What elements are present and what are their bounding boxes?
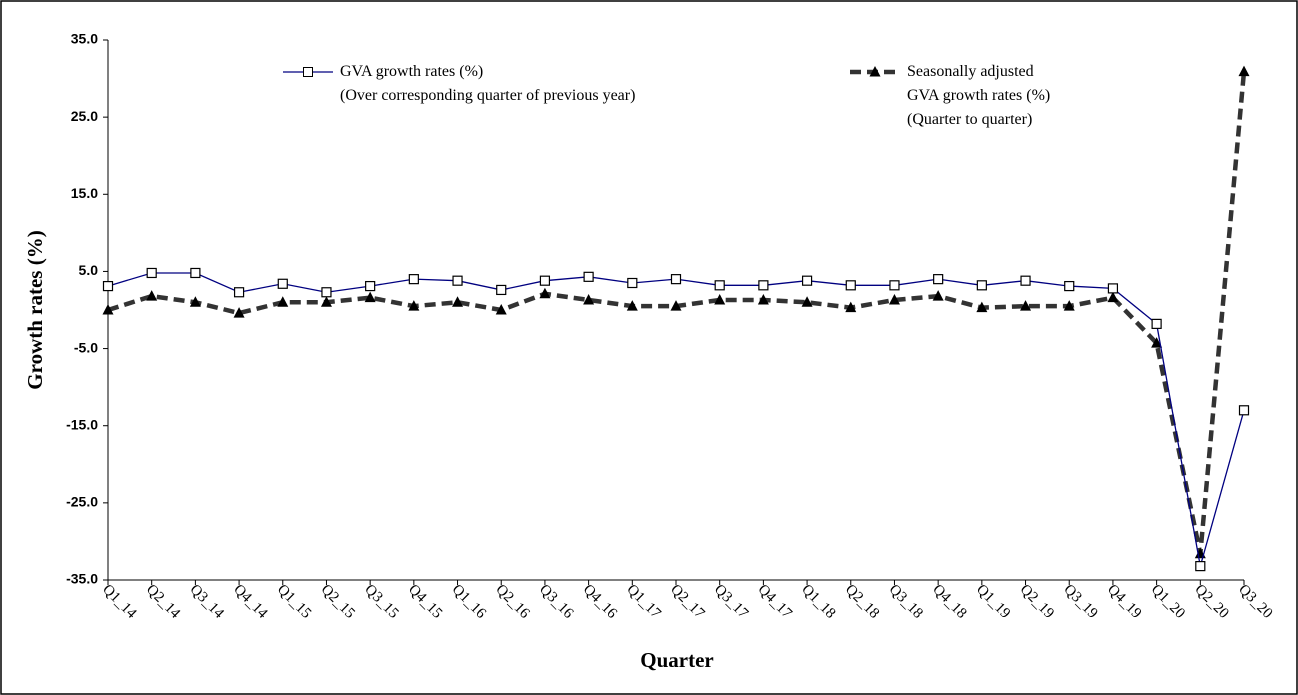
data-point <box>1238 405 1250 416</box>
y-tick-label: 25.0 <box>71 108 98 124</box>
legend-note: (Quarter to quarter) <box>907 111 1033 128</box>
data-point <box>801 296 813 307</box>
data-point <box>408 274 419 285</box>
y-axis-title: Growth rates (%) <box>23 230 47 389</box>
data-point <box>1195 561 1206 572</box>
x-axis-title: Quarter <box>640 648 713 672</box>
data-point <box>670 300 682 311</box>
legend-entry: GVA growth rates (%) (Over corresponding… <box>340 60 635 108</box>
data-point <box>146 267 157 279</box>
data-point <box>102 304 114 315</box>
data-point <box>1020 300 1032 311</box>
data-point <box>801 275 813 286</box>
data-point <box>627 277 638 289</box>
data-point <box>1238 65 1250 77</box>
data-point <box>714 293 726 305</box>
data-point <box>364 291 376 303</box>
data-point <box>1064 280 1075 292</box>
y-tick-label: 5.0 <box>79 262 99 278</box>
data-point <box>496 284 507 296</box>
legend-note: (Over corresponding quarter of previous … <box>340 87 636 104</box>
data-point <box>714 280 725 291</box>
data-point <box>365 280 376 292</box>
legend-entry: Seasonally adjusted GVA growth rates (%)… <box>907 60 1057 132</box>
data-point <box>320 296 332 307</box>
data-point <box>495 304 507 315</box>
y-tick-label: -5.0 <box>74 339 98 355</box>
data-point <box>233 287 245 298</box>
data-point <box>539 287 551 299</box>
data-point <box>933 274 944 285</box>
y-tick-label: -15.0 <box>66 416 98 432</box>
data-point <box>102 280 114 292</box>
data-point <box>758 280 769 291</box>
legend-marker <box>303 67 313 77</box>
data-point <box>976 301 988 313</box>
y-tick-label: -25.0 <box>66 494 98 510</box>
y-tick-label: 35.0 <box>71 31 98 47</box>
data-point <box>845 301 857 313</box>
data-point <box>1020 275 1031 286</box>
data-point <box>277 296 289 307</box>
data-point <box>321 287 332 298</box>
data-point <box>889 280 900 291</box>
data-point <box>408 300 420 311</box>
data-point <box>1107 291 1119 303</box>
data-point <box>1151 318 1162 329</box>
data-point <box>452 296 464 307</box>
data-point <box>1063 300 1075 311</box>
data-point <box>539 275 551 286</box>
legend-label: GVA growth rates (%) <box>340 63 484 80</box>
legend-marker <box>869 66 881 77</box>
data-point <box>932 290 944 301</box>
data-point <box>757 293 769 305</box>
y-tick-label: -35.0 <box>66 571 98 587</box>
data-point <box>233 307 245 318</box>
data-point <box>277 278 288 289</box>
data-point <box>670 274 682 285</box>
data-point <box>189 296 201 307</box>
legend-label: Seasonally adjusted GVA growth rates (%) <box>907 63 1051 104</box>
data-point <box>845 280 856 291</box>
data-point <box>976 280 987 291</box>
y-tick-label: 15.0 <box>71 185 98 201</box>
data-point <box>190 267 201 279</box>
data-point <box>583 271 594 282</box>
data-point <box>1107 283 1119 294</box>
data-point <box>888 293 900 305</box>
data-point <box>583 293 595 305</box>
data-point <box>1151 337 1163 348</box>
data-point <box>452 275 463 286</box>
data-point <box>146 290 158 301</box>
data-point <box>626 300 638 311</box>
